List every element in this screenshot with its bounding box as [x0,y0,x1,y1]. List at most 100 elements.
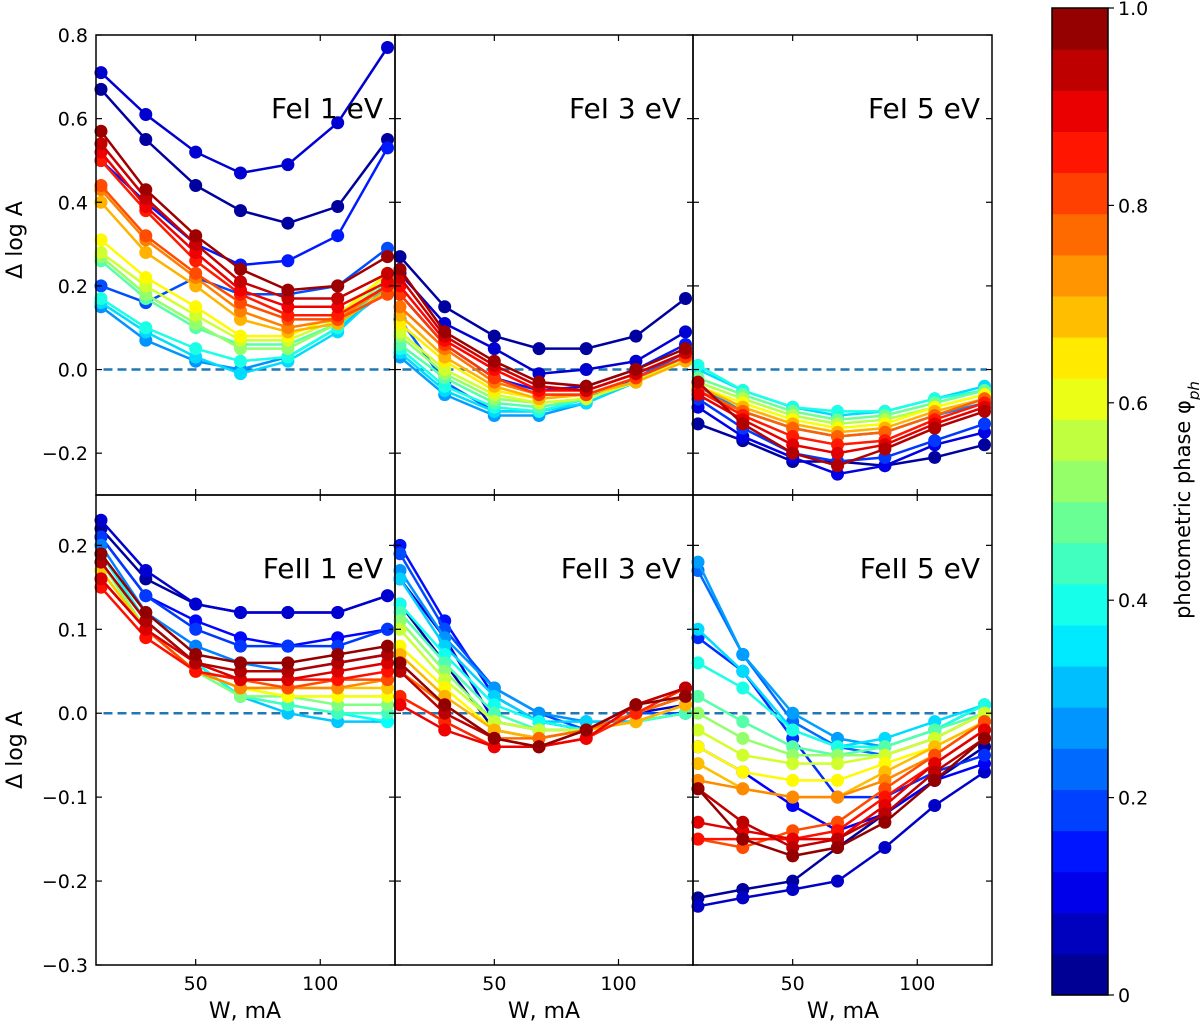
series-phase-0.98 [94,547,394,670]
data-point [691,358,705,372]
data-point [786,883,800,896]
data-point [831,790,844,804]
data-point [94,572,108,586]
data-point [786,790,800,804]
y-tick-label: −0.3 [42,955,88,977]
data-point [878,442,892,456]
data-point [831,446,844,460]
data-point [234,639,247,653]
data-point [139,271,153,284]
colorbar-segment [1052,419,1108,461]
data-point [331,292,345,305]
data-point [786,849,800,863]
data-point [831,841,844,854]
panel-feii-1-ev: −0.3 −0.2 −0.1 0.0 0.1 0.2 50 100 FeII 1 eV [42,494,396,995]
data-point [691,689,705,703]
data-point [736,417,750,431]
colorbar-segment [1052,213,1108,256]
colorbar-segment [1052,337,1108,379]
data-point [94,513,108,527]
colorbar-segment [1052,501,1108,544]
series-phase-0.08 [94,41,394,180]
series-phase-0.13 [94,530,394,653]
panel-title: FeII 3 eV [561,552,681,585]
colorbar-segment [1052,131,1108,174]
colorbar-segment [1052,748,1108,790]
data-point [532,342,546,356]
data-point [94,82,108,96]
data-point [393,656,407,670]
series-phase-0.07 [691,765,991,913]
data-point [281,158,295,172]
data-point [139,321,153,335]
data-point [139,108,153,121]
x-tick-label: 100 [600,973,636,995]
data-point [736,664,750,678]
data-point [629,363,643,376]
y-tick-label: −0.1 [42,787,88,809]
data-point [786,757,800,771]
series-phase-0.97 [393,262,692,393]
data-point [786,706,800,720]
data-point [532,740,546,754]
data-point [393,262,407,276]
data-point [691,375,705,389]
data-point [139,606,153,619]
series-phase-0.93 [94,137,394,305]
data-point [234,367,247,381]
data-point [736,681,750,695]
data-point [381,41,394,54]
data-point [139,133,153,146]
data-point [532,375,546,389]
data-point [281,656,295,670]
data-point [381,141,394,155]
data-point [381,250,394,264]
data-point [786,723,800,737]
y-tick-label: −0.2 [42,443,88,465]
y-tick-label: −0.2 [42,871,88,893]
data-point [234,329,247,343]
data-point [381,266,394,280]
panel-fei-3-ev: FeI 3 eV [393,34,694,496]
data-point [381,639,394,653]
data-point [831,874,844,888]
data-point [281,639,295,653]
colorbar-segment [1052,254,1108,297]
data-point [928,799,942,812]
data-point [691,417,705,431]
colorbar-tick-label: 0.2 [1118,788,1148,810]
y-axis-title-bottom: Δ log A [3,711,28,789]
data-point [438,723,452,737]
colorbar-segment [1052,707,1108,749]
x-tick-label: 50 [482,973,506,995]
x-tick-label: 50 [781,973,805,995]
colorbar-segment [1052,789,1108,832]
panel-title: FeI 5 eV [868,92,980,125]
data-point [691,815,705,829]
data-point [189,266,203,280]
colorbar-tick-label: 0.8 [1118,195,1148,217]
data-point [736,832,750,846]
series-phase-0.03 [393,250,692,356]
series-phase-0.98 [691,731,991,863]
panel-title: FeII 1 eV [263,552,383,585]
y-tick-label: 0.2 [58,535,88,557]
data-point [579,342,593,356]
data-point [691,757,705,771]
panel-feii-5-ev: 50 100 FeII 5 eV [691,494,993,995]
data-point [691,555,705,569]
data-point [393,698,407,712]
data-point [234,204,247,218]
data-point [234,275,247,289]
colorbar-segment [1052,666,1108,708]
series-phase-0.97 [94,124,394,297]
panel-fei-1-ev: −0.2 0.0 0.2 0.4 0.6 0.8 FeI 1 eV [42,25,396,496]
colorbar-tick-label: 1.0 [1118,0,1148,20]
y-tick-label: 0.0 [58,703,88,725]
data-point [94,124,108,138]
data-point [736,891,750,905]
data-point [579,363,593,376]
x-axis-title-right: W, mA [807,999,879,1024]
x-tick-label: 100 [899,973,935,995]
data-point [331,648,345,661]
